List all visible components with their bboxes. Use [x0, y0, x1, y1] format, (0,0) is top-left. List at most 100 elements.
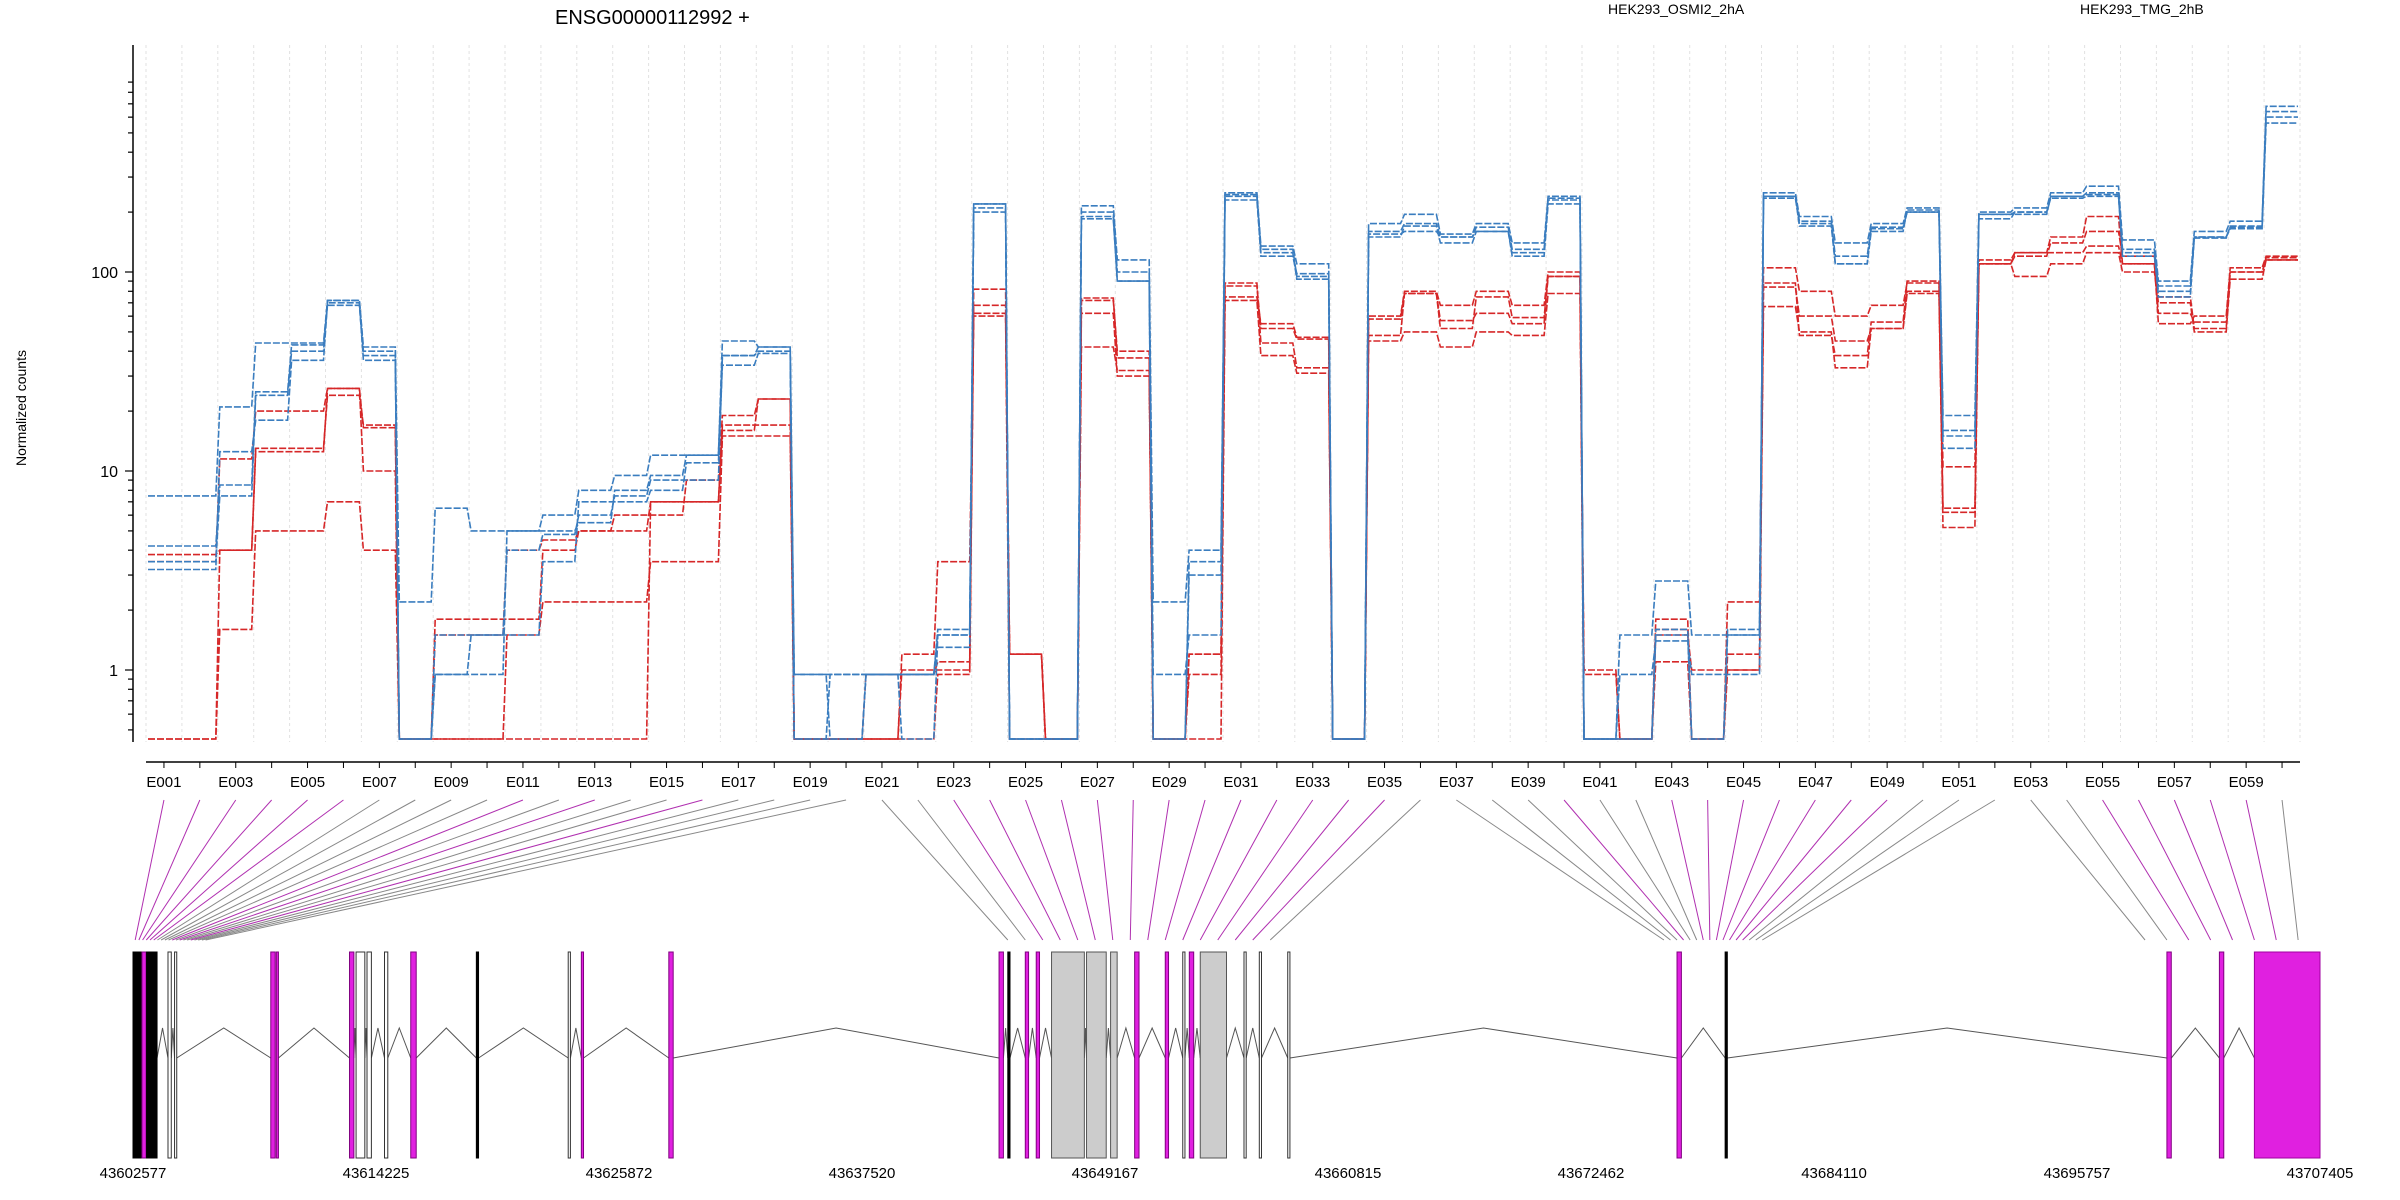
- intron-line: [1289, 1027, 1678, 1059]
- exon-box-differential: [349, 951, 355, 1159]
- exon-connector: [1762, 799, 1996, 941]
- exon-connector: [1096, 799, 1114, 941]
- exon-connector: [1729, 799, 1816, 941]
- exon-connector: [2209, 799, 2255, 941]
- x-tick-label: E007: [362, 774, 397, 791]
- y-tick-label: 1: [109, 663, 118, 680]
- exon-box: [153, 951, 158, 1159]
- exon-box: [475, 951, 480, 1159]
- x-tick-label: E057: [2157, 774, 2192, 791]
- exon-box-differential: [1134, 951, 1140, 1159]
- coordinate-label: 43707405: [2287, 1165, 2354, 1182]
- x-tick-label: E029: [1152, 774, 1187, 791]
- legend-label-group-b: HEK293_TMG_2hB: [2080, 1, 2204, 17]
- exon-box: [384, 951, 389, 1159]
- exon-connector: [1199, 799, 1278, 941]
- exon-connector: [1025, 799, 1079, 941]
- exon-connector: [2173, 799, 2233, 941]
- exon-connector: [205, 799, 847, 941]
- coordinate-label: 43660815: [1315, 1165, 1382, 1182]
- y-tick-label: 100: [91, 265, 118, 282]
- exon-connector: [1269, 799, 1421, 941]
- exon-connector: [1599, 799, 1691, 941]
- exon-connector: [1164, 799, 1206, 941]
- exon-connector: [2245, 799, 2277, 941]
- exon-connector: [1060, 799, 1096, 941]
- x-tick-label: E043: [1654, 774, 1689, 791]
- x-tick-label: E055: [2085, 774, 2120, 791]
- coordinate-label: 43602577: [100, 1165, 167, 1182]
- exon-box-differential: [1164, 951, 1170, 1159]
- exon-connector: [1491, 799, 1671, 941]
- x-tick-label: E047: [1798, 774, 1833, 791]
- exon-box: [132, 951, 138, 1159]
- exon-connector: [190, 799, 703, 941]
- exon-connector: [1742, 799, 1888, 941]
- exon-connector: [134, 799, 165, 941]
- exon-box: [149, 951, 155, 1159]
- intron-line: [1261, 1026, 1289, 1059]
- exon-connector: [1527, 799, 1678, 941]
- chart-title: ENSG00000112992 +: [555, 7, 750, 29]
- exon-box-differential: [1035, 951, 1041, 1159]
- exon-box-differential: [668, 951, 674, 1159]
- exon-connector: [138, 799, 201, 941]
- exon-box: [1258, 951, 1262, 1159]
- intron-line: [370, 1027, 385, 1059]
- x-tick-label: E033: [1295, 774, 1330, 791]
- intron-line: [1009, 1027, 1026, 1059]
- exon-connector: [1456, 799, 1665, 941]
- exon-connector: [198, 799, 775, 941]
- exon-connector: [183, 799, 631, 941]
- intron-line: [170, 1027, 176, 1059]
- intron-line: [583, 1027, 670, 1059]
- exon-connector: [201, 799, 811, 941]
- exon-connector: [2030, 799, 2146, 941]
- x-tick-label: E035: [1367, 774, 1402, 791]
- exon-connector: [172, 799, 524, 941]
- intron-line: [2170, 1027, 2220, 1059]
- exon-connector: [149, 799, 308, 941]
- exon-box-differential: [998, 951, 1004, 1159]
- x-tick-label: E021: [864, 774, 899, 791]
- exon-box: [167, 951, 172, 1159]
- intron-line: [1245, 1027, 1260, 1059]
- intron-line: [1193, 1027, 1201, 1059]
- exon-connector: [168, 799, 488, 941]
- exon-connector: [1563, 799, 1684, 941]
- x-tick-label: E011: [506, 774, 540, 791]
- exon-connector: [1217, 799, 1314, 941]
- exon-connector: [917, 799, 1026, 941]
- exon-box: [146, 951, 151, 1159]
- exon-box: [174, 951, 178, 1159]
- exon-connector: [142, 799, 237, 941]
- x-tick-label: E049: [1870, 774, 1905, 791]
- x-tick-label: E045: [1726, 774, 1761, 791]
- x-tick-label: E025: [1008, 774, 1043, 791]
- exon-box-differential: [2166, 951, 2172, 1159]
- exon-connector: [953, 799, 1044, 941]
- intron-line: [415, 1027, 477, 1059]
- exon-box-differential: [141, 951, 147, 1159]
- x-tick-label: E031: [1223, 774, 1258, 791]
- exon-box-differential: [1676, 951, 1682, 1159]
- x-tick-label: E015: [649, 774, 684, 791]
- exon-connector: [1755, 799, 1960, 941]
- intron-line: [1226, 1026, 1245, 1059]
- gene-model: [132, 951, 2321, 1159]
- exon-connector: [179, 799, 595, 941]
- coordinate-label: 43614225: [343, 1165, 410, 1182]
- exon-connector: [2066, 799, 2168, 941]
- exon-box-differential: [410, 951, 417, 1159]
- exon-connector: [1671, 799, 1704, 941]
- exon-connector: [2102, 799, 2190, 941]
- exon-box: [1086, 951, 1107, 1159]
- exon-connector: [175, 799, 560, 941]
- exon-box: [1182, 951, 1186, 1159]
- x-axis: E001 E003 E005 E007 E009 E011 E013 E015 E017 E019…: [146, 761, 2300, 791]
- exon-connector: [160, 799, 416, 941]
- exon-box-differential: [275, 951, 279, 1159]
- exon-box: [1287, 951, 1291, 1159]
- x-tick-label: E053: [2013, 774, 2048, 791]
- genomic-coordinate-axis: 43602577 43614225 43625872 43637520 43649167…: [100, 1165, 2354, 1182]
